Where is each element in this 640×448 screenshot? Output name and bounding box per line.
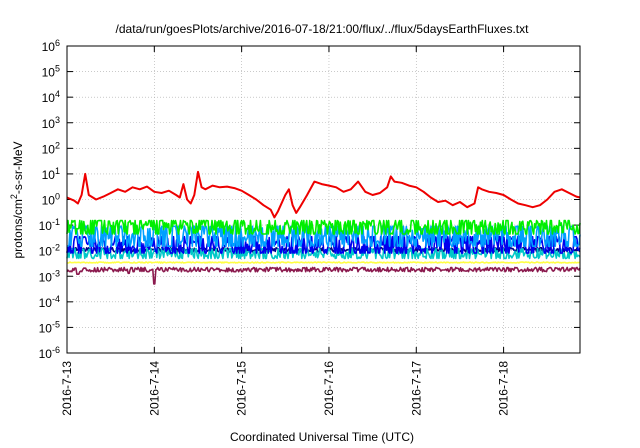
x-tick-label: 2016-7-15: [235, 361, 249, 416]
x-axis-label: Coordinated Universal Time (UTC): [230, 430, 414, 444]
series-line: [66, 261, 581, 264]
x-tick-labels: 2016-7-13 2016-7-14 2016-7-15 2016-7-16 2016…: [60, 361, 511, 416]
y-tick-labels: 10-6 10-5 10-4 10-3 10-2 10-1 100 101 102 103 104 1…: [39, 38, 60, 361]
y-tick-label: 106: [42, 38, 60, 54]
y-tick-label: 101: [42, 166, 60, 182]
y-tick-label: 103: [42, 115, 60, 131]
y-tick-label: 104: [42, 89, 60, 105]
y-tick-label: 10-5: [39, 319, 60, 335]
y-tick-label: 102: [42, 140, 60, 156]
x-tick-label: 2016-7-13: [60, 361, 74, 416]
x-tick-label: 2016-7-16: [322, 361, 336, 416]
grid-lines: [66, 45, 580, 354]
y-tick-label: 10-1: [39, 217, 60, 233]
series-layer: [66, 170, 581, 285]
plot-border: [66, 45, 581, 354]
y-tick-label: 10-3: [39, 268, 60, 284]
series-line: [66, 266, 581, 285]
y-tick-label: 10-6: [39, 345, 60, 361]
series-line: [66, 170, 581, 219]
y-tick-label: 10-4: [39, 294, 60, 310]
y-tick-label: 100: [42, 192, 60, 208]
series-line: [67, 225, 581, 247]
y-axis-label-rest: -s-sr-MeV: [11, 141, 25, 194]
y-axis-label: protons/cm2-s-sr-MeV: [9, 141, 25, 258]
series-line: [66, 247, 581, 260]
y-axis-label-base: protons/cm: [11, 199, 25, 258]
y-tick-label: 10-2: [39, 243, 60, 259]
x-tick-label: 2016-7-14: [147, 361, 161, 416]
series-line: [66, 219, 581, 235]
y-axis-label-sup: 2: [9, 194, 19, 199]
x-tick-label: 2016-7-18: [497, 361, 511, 416]
x-tick-label: 2016-7-17: [409, 361, 423, 416]
chart-title: /data/run/goesPlots/archive/2016-07-18/2…: [116, 22, 530, 36]
y-tick-label: 105: [42, 64, 60, 80]
